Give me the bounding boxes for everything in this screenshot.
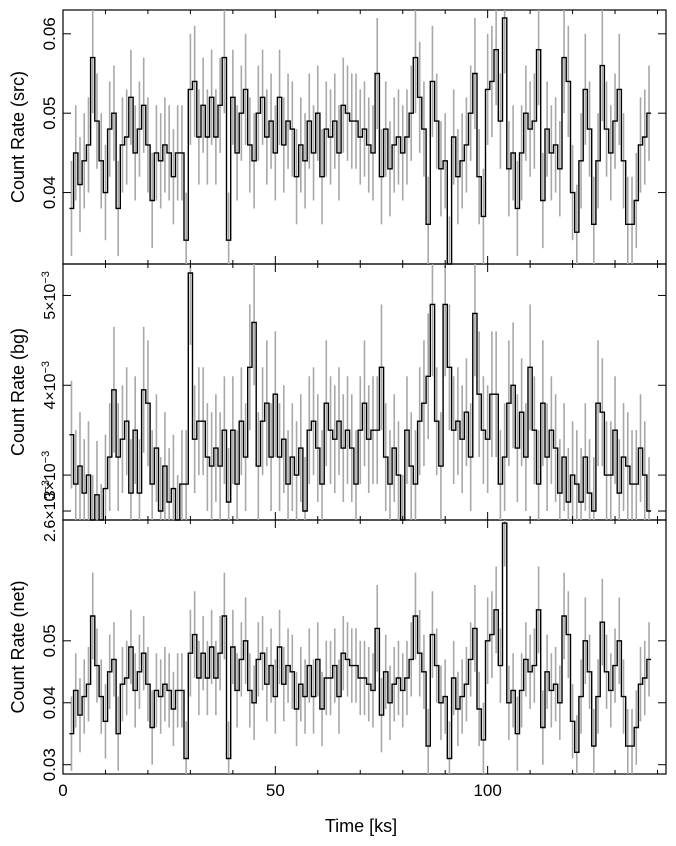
y-tick-label-bg: 3×10−3 (40, 451, 59, 500)
step-curve-net (69, 522, 652, 760)
y-tick-label-src: 0.06 (40, 17, 59, 50)
y-tick-label-net: 0.05 (40, 624, 59, 657)
panel-frame-net (62, 519, 667, 775)
x-tick-label: 50 (266, 781, 285, 800)
step-curve-src (69, 17, 652, 265)
y-tick-label-net: 0.03 (40, 748, 59, 781)
panel-net: 0.03 0.04 0.05 (40, 520, 666, 781)
y-tick-label-src: 0.05 (40, 97, 59, 130)
panel-src: 0.04 0.05 0.06 (40, 10, 666, 265)
step-curve-bg (69, 272, 652, 521)
panel-bg: 2.6×10−33×10−3 4×10−3 5×10−3 (40, 264, 666, 542)
y-axis-label-net: Count Rate (net) (8, 580, 28, 713)
y-tick-label-net: 0.04 (40, 686, 59, 719)
x-tick-label: 0 (58, 781, 67, 800)
y-axis-label-bg: Count Rate (bg) (8, 328, 28, 456)
x-tick-label: 100 (473, 781, 501, 800)
y-tick-label-bg: 2.6×10−3 (40, 480, 59, 542)
y-tick-label-src: 0.04 (40, 176, 59, 209)
y-tick-label-bg: 4×10−3 (40, 361, 59, 410)
y-axis-label-src: Count Rate (src) (8, 71, 28, 203)
x-axis-label: Time [ks] (325, 816, 397, 836)
y-tick-label-bg: 5×10−3 (40, 271, 59, 320)
